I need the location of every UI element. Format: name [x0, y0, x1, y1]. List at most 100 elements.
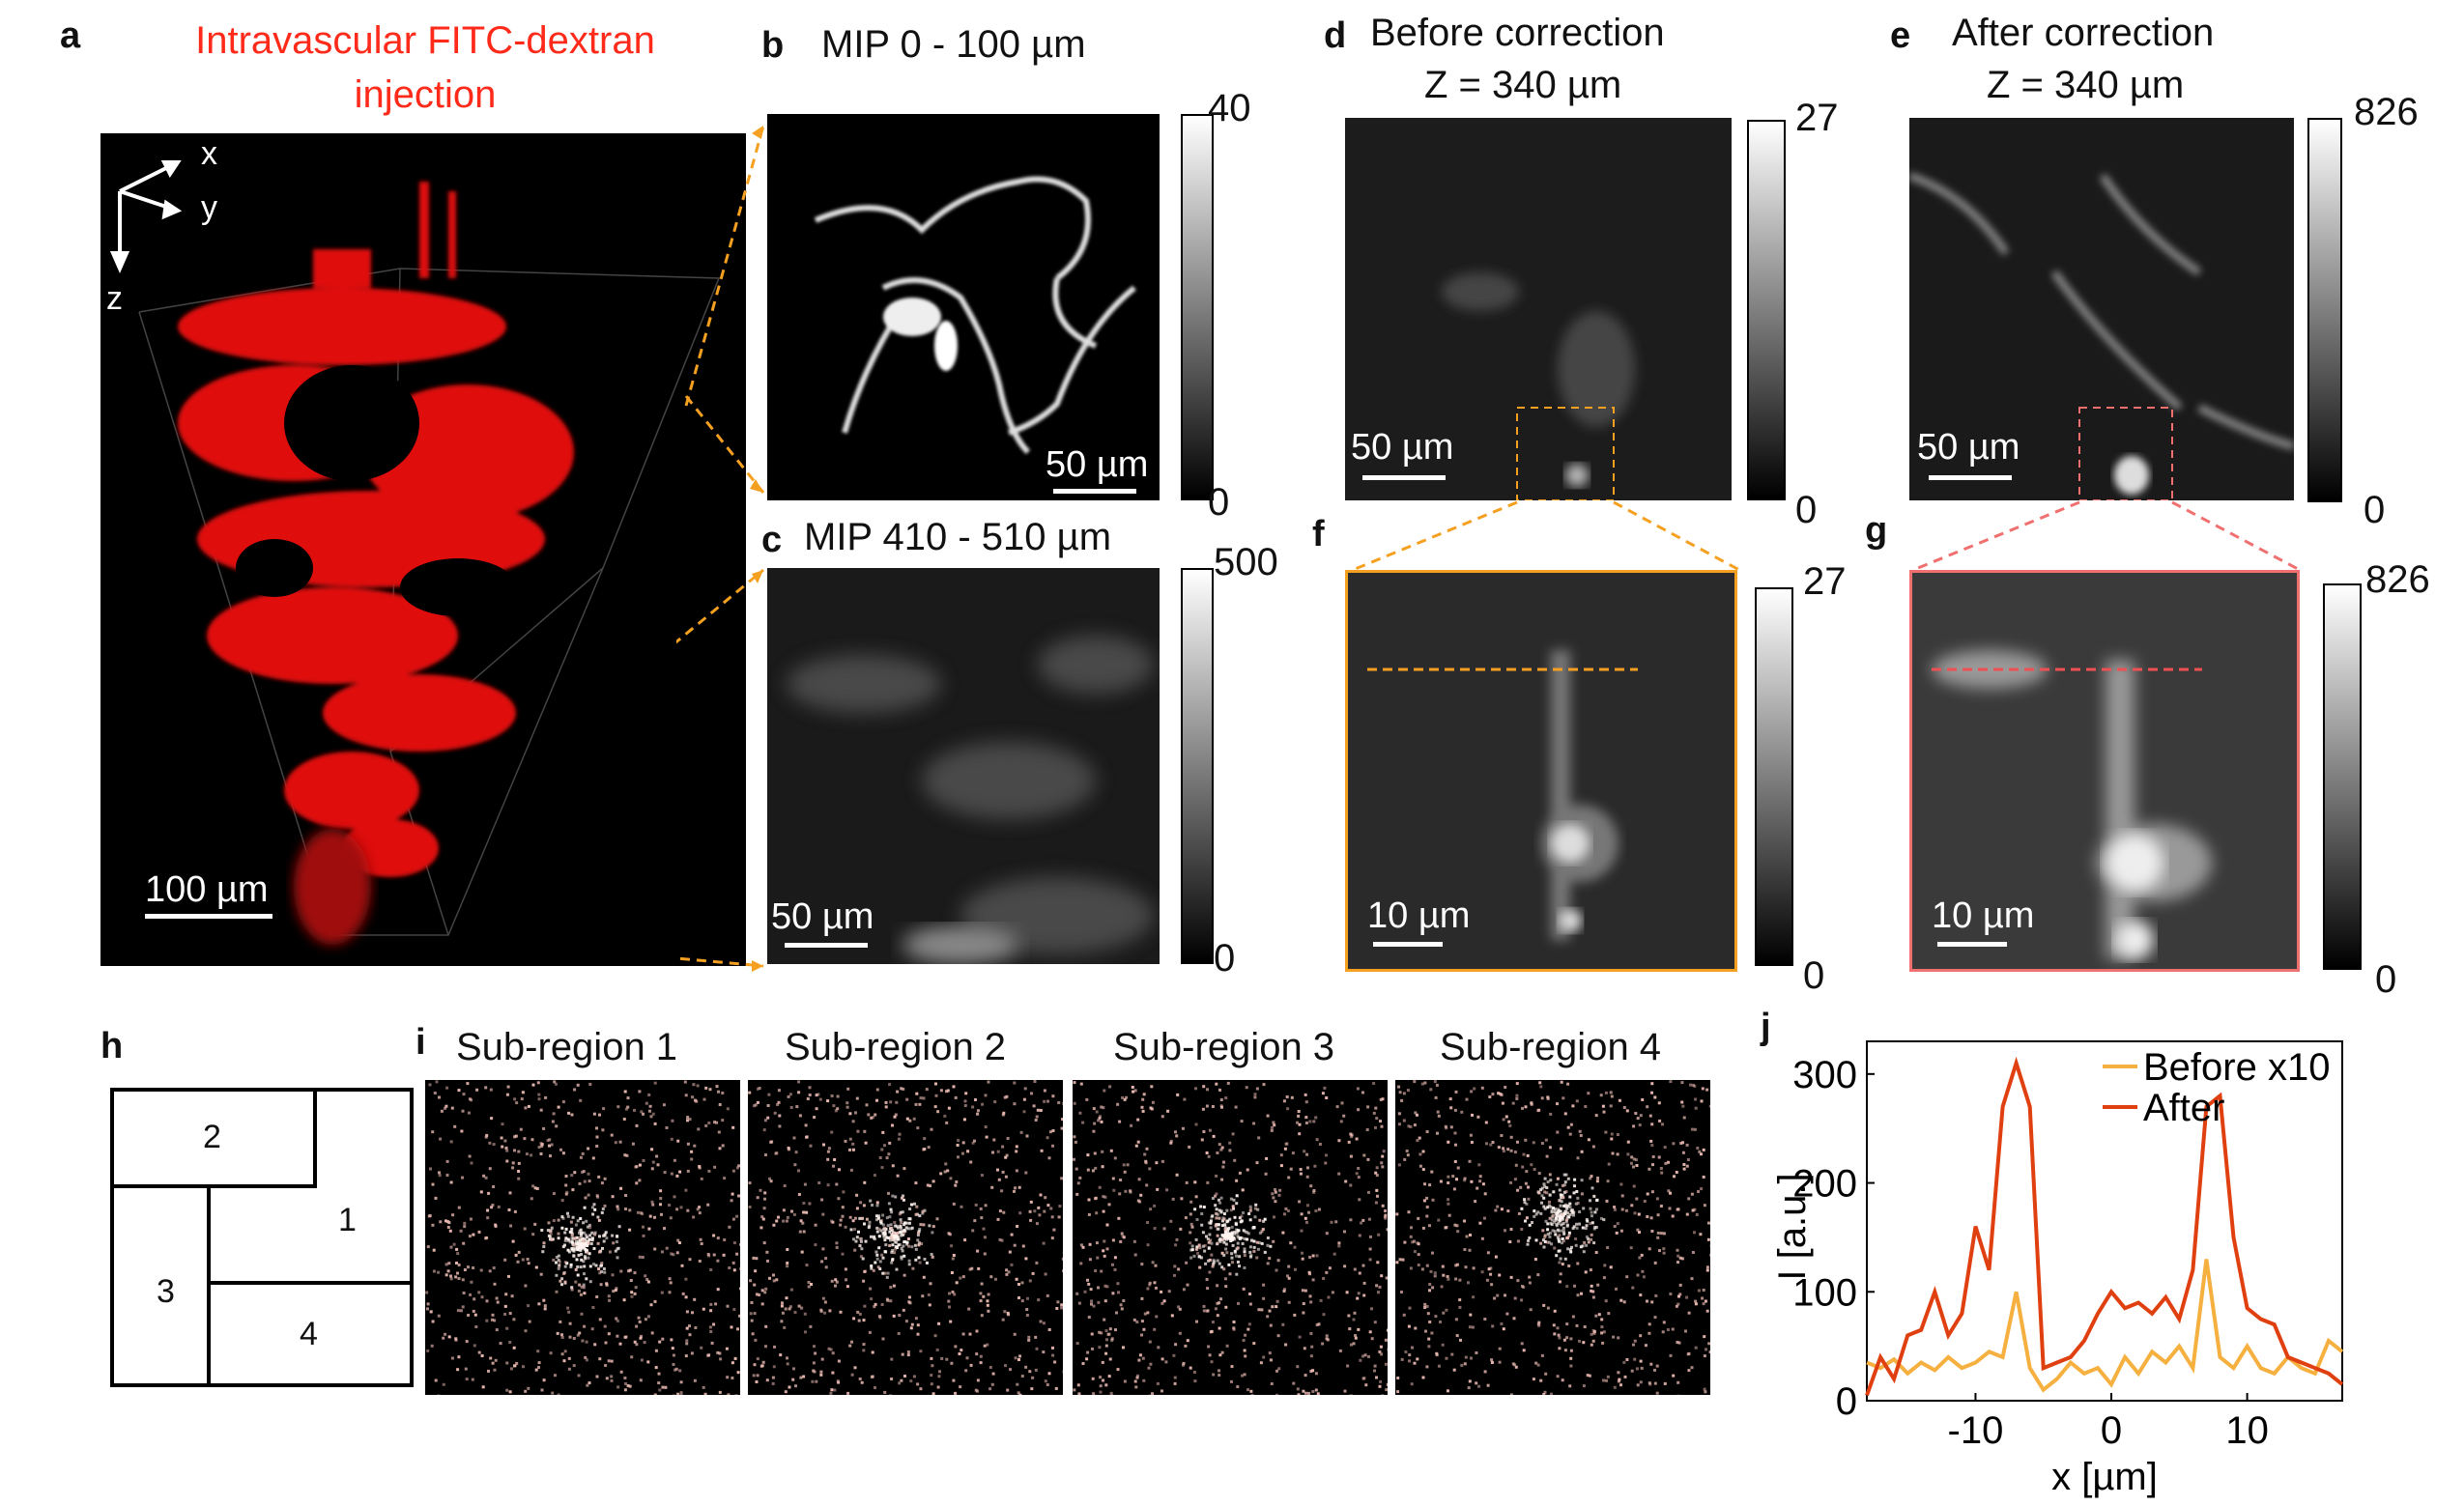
speckle-dot: [564, 1183, 568, 1187]
speckle-dot: [1347, 1140, 1351, 1144]
speckle-dot: [1230, 1225, 1234, 1229]
speckle-dot: [662, 1103, 666, 1107]
speckle-dot: [1249, 1389, 1253, 1393]
speckle-dot: [739, 1243, 743, 1246]
speckle-dot: [560, 1333, 563, 1337]
speckle-dot: [822, 1143, 825, 1147]
speckle-dot: [1153, 1327, 1157, 1331]
speckle-dot: [698, 1165, 702, 1168]
speckle-dot: [1559, 1193, 1562, 1197]
speckle-dot: [1615, 1231, 1619, 1235]
speckle-dot: [1272, 1239, 1275, 1243]
speckle-dot: [488, 1269, 492, 1273]
speckle-dot: [862, 1279, 866, 1283]
speckle-dot: [1042, 1321, 1046, 1325]
speckle-dot: [1298, 1132, 1302, 1136]
speckle-dot: [973, 1219, 977, 1223]
panel-g-image: 10 µm: [1909, 570, 2300, 972]
speckle-dot: [805, 1264, 809, 1267]
speckle-dot: [848, 1148, 851, 1151]
speckle-dot: [651, 1112, 655, 1116]
speckle-dot: [1647, 1322, 1651, 1326]
speckle-dot: [772, 1365, 776, 1369]
speckle-dot: [1447, 1277, 1450, 1281]
speckle-dot: [1230, 1252, 1234, 1256]
speckle-dot: [1010, 1233, 1014, 1236]
speckle-dot: [1304, 1391, 1307, 1395]
speckle-dot: [522, 1365, 525, 1369]
speckle-dot: [1075, 1192, 1079, 1196]
speckle-dot: [1590, 1214, 1593, 1218]
speckle-dot: [1650, 1082, 1654, 1086]
speckle-dot: [582, 1239, 586, 1243]
panel-b-image: 50 µm: [767, 114, 1160, 500]
speckle-dot: [1691, 1208, 1695, 1212]
speckle-dot: [1092, 1129, 1096, 1133]
speckle-dot: [1302, 1389, 1305, 1393]
speckle-dot: [987, 1080, 990, 1084]
speckle-dot: [1465, 1097, 1469, 1101]
speckle-dot: [1669, 1191, 1672, 1195]
speckle-dot: [1100, 1269, 1103, 1273]
speckle-dot: [1118, 1192, 1122, 1196]
speckle-dot: [576, 1333, 580, 1337]
panel-letter-i: i: [415, 1022, 426, 1063]
speckle-dot: [1384, 1362, 1388, 1366]
speckle-dot: [576, 1248, 580, 1252]
speckle-dot: [824, 1265, 828, 1269]
speckle-dot: [1604, 1130, 1608, 1134]
speckle-dot: [1337, 1139, 1341, 1143]
speckle-dot: [967, 1307, 971, 1311]
speckle-dot: [1269, 1358, 1273, 1362]
speckle-dot: [1672, 1142, 1676, 1146]
speckle-dot: [815, 1094, 818, 1097]
speckle-dot: [1097, 1119, 1101, 1122]
speckle-dot: [1611, 1151, 1615, 1155]
speckle-dot: [1169, 1141, 1173, 1145]
speckle-dot: [1616, 1222, 1619, 1226]
speckle-dot: [531, 1184, 535, 1188]
speckle-dot: [429, 1310, 433, 1314]
speckle-dot: [1297, 1110, 1301, 1113]
speckle-dot: [648, 1104, 652, 1108]
speckle-dot: [1231, 1261, 1234, 1264]
speckle-dot: [1050, 1215, 1054, 1219]
speckle-dot: [992, 1138, 996, 1142]
speckle-dot: [815, 1107, 818, 1111]
speckle-dot: [568, 1240, 572, 1244]
speckle-dot: [771, 1381, 775, 1385]
speckle-dot: [506, 1085, 510, 1089]
speckle-dot: [1098, 1346, 1102, 1350]
speckle-dot: [1061, 1257, 1065, 1261]
speckle-dot: [607, 1294, 611, 1298]
speckle-dot: [1528, 1281, 1532, 1285]
speckle-dot: [1690, 1277, 1694, 1281]
speckle-dot: [1073, 1388, 1076, 1392]
speckle-dot: [1612, 1335, 1616, 1339]
speckle-dot: [491, 1313, 495, 1317]
speckle-dot: [827, 1347, 831, 1350]
speckle-dot: [795, 1105, 799, 1109]
speckle-dot: [1530, 1102, 1533, 1106]
speckle-dot: [1252, 1342, 1256, 1346]
speckle-dot: [1236, 1229, 1240, 1233]
speckle-dot: [814, 1223, 817, 1227]
speckle-dot: [906, 1227, 910, 1231]
speckle-dot: [616, 1385, 620, 1389]
speckle-dot: [962, 1118, 966, 1122]
speckle-dot: [1160, 1159, 1164, 1163]
speckle-dot: [989, 1275, 993, 1279]
speckle-dot: [1255, 1087, 1259, 1091]
speckle-dot: [1567, 1215, 1571, 1219]
speckle-dot: [642, 1112, 645, 1116]
speckle-dot: [1353, 1311, 1357, 1315]
speckle-dot: [926, 1183, 930, 1187]
speckle-dot: [802, 1202, 806, 1205]
speckle-dot: [934, 1094, 938, 1097]
speckle-dot: [775, 1151, 779, 1155]
speckle-dot: [1322, 1277, 1326, 1280]
speckle-dot: [437, 1314, 441, 1318]
speckle-dot: [575, 1258, 579, 1262]
speckle-dot: [445, 1159, 449, 1163]
speckle-dot: [1449, 1125, 1453, 1129]
